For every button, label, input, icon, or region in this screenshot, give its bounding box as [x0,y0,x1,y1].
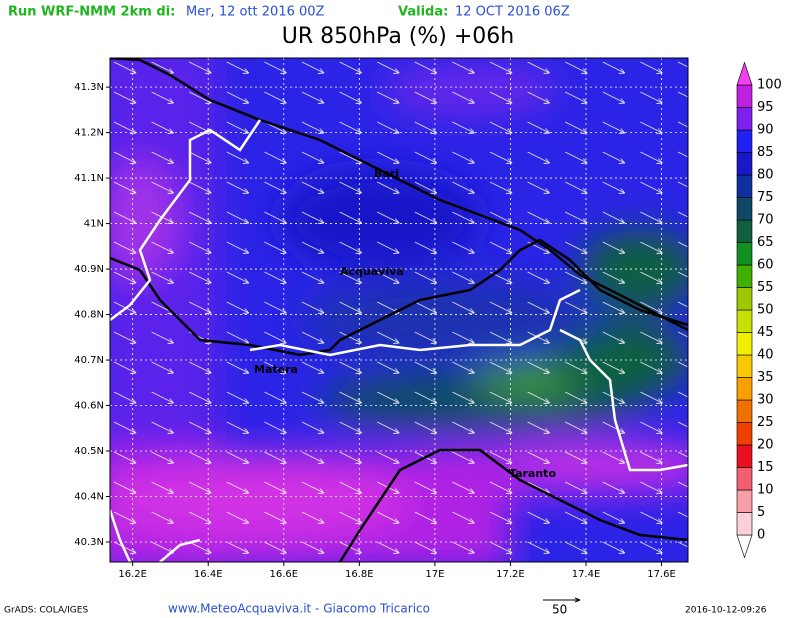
valid-label: Valida: [398,5,448,20]
lon-tick-label: 16.4E [194,569,223,580]
map-title: UR 850hPa (%) +06h [282,24,515,49]
lat-tick-label: 40.3N [74,537,104,548]
colorbar-extension [736,61,753,86]
cities: Bari Acquaviva Matera Taranto [254,167,556,480]
lat-tick-label: 40.6N [74,401,104,412]
lat-tick-label: 40.9N [74,264,104,275]
map-field [110,58,688,562]
colorbar-label: 0 [757,528,765,543]
colorbar-box [736,467,753,491]
lat-tick-label: 40.4N [74,491,104,502]
colorbar-label: 35 [757,370,774,385]
lon-tick-label: 17.2E [496,569,525,580]
colorbar-label: 100 [757,78,782,93]
timestamp: 2016-10-12-09:26 [685,606,767,616]
colorbar-label: 15 [757,460,774,475]
credit: GrADS: COLA/IGES [4,606,88,616]
lat-tick-label: 41.2N [74,128,104,139]
lon-tick-label: 16.6E [269,569,298,580]
run-label: Run WRF-NMM 2km di: [8,5,175,20]
lon-tick-label: 16.2E [118,569,147,580]
city-label: Taranto [509,467,556,480]
lat-tick-label: 41.3N [74,82,104,93]
lon-tick-label: 17.6E [647,569,676,580]
colorbar-label: 85 [757,145,774,160]
colorbar-label: 50 [757,303,774,318]
colorbar-box [736,399,753,423]
site-credit: www.MeteoAcquaviva.it - Giacomo Tricaric… [168,602,430,616]
colorbar: 0 5 10 15 20 25 30 35 40 45 50 55 60 65 70 75 80 85 90 95 10… [736,61,782,559]
colorbar-label: 5 [757,505,765,520]
lon-tick-label: 16.8E [345,569,374,580]
lon-tick-label: 17E [425,569,444,580]
colorbar-box [736,422,753,446]
colorbar-box [736,377,753,401]
colorbar-label: 25 [757,415,774,430]
lat-tick-label: 40.7N [74,355,104,366]
colorbar-label: 95 [757,100,774,115]
colorbar-box [736,287,753,311]
colorbar-box [736,242,753,266]
colorbar-label: 65 [757,235,774,250]
lat-tick-label: 41.1N [74,173,104,184]
colorbar-label: 45 [757,325,774,340]
colorbar-label: 40 [757,348,774,363]
colorbar-extension [736,534,753,559]
colorbar-box [736,444,753,468]
colorbar-box [736,84,753,108]
colorbar-box [736,264,753,288]
lat-tick-label: 40.5N [74,446,104,457]
colorbar-box [736,129,753,153]
colorbar-label: 90 [757,123,774,138]
colorbar-box [736,512,753,536]
colorbar-box [736,107,753,131]
colorbar-label: 60 [757,258,774,273]
colorbar-label: 55 [757,280,774,295]
colorbar-label: 30 [757,393,774,408]
run-date: Mer, 12 ott 2016 00Z [186,5,325,20]
colorbar-box [736,489,753,513]
colorbar-box [736,174,753,198]
colorbar-label: 75 [757,190,774,205]
colorbar-box [736,197,753,221]
colorbar-box [736,354,753,378]
colorbar-box [736,332,753,356]
colorbar-box [736,309,753,333]
city-label: Matera [254,363,298,376]
colorbar-label: 80 [757,168,774,183]
lat-tick-label: 41N [84,219,104,230]
colorbar-label: 20 [757,438,774,453]
city-label: Bari [374,167,399,180]
colorbar-box [736,219,753,243]
vector-scale: 50 [552,603,567,617]
lon-tick-label: 17.4E [572,569,601,580]
colorbar-label: 10 [757,483,774,498]
valid-date: 12 OCT 2016 06Z [455,5,570,20]
colorbar-label: 70 [757,213,774,228]
city-label: Acquaviva [340,265,404,278]
lat-tick-label: 40.8N [74,310,104,321]
colorbar-box [736,152,753,176]
